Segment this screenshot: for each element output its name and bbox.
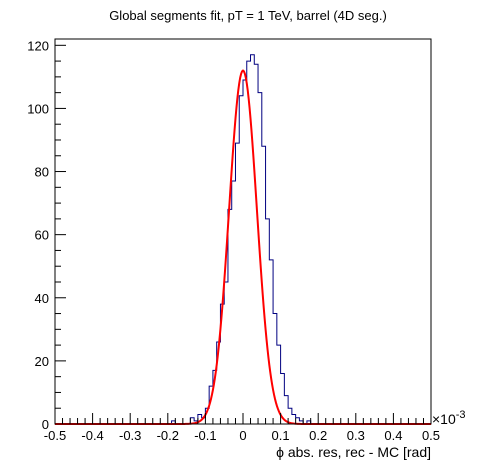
plot-area: -0.5 -0.4 -0.3 -0.2 -0.1 0 0.1 0.2 0.3 0.4 0.5 0 20 4… [27, 38, 440, 443]
histogram-series [55, 54, 431, 425]
y-tick-label: 80 [35, 165, 49, 180]
y-tick-label: 40 [35, 291, 49, 306]
x-tick-label: -0.3 [119, 428, 141, 443]
x-tick-label: -0.1 [194, 428, 216, 443]
x-tick-label: 0 [239, 428, 246, 443]
x-tick-label: 0.3 [347, 428, 365, 443]
y-tick-label: 120 [27, 38, 49, 53]
x-axis-label: ϕ abs. res, rec - MC [rad] [276, 444, 431, 460]
x-tick-label: -0.5 [44, 428, 66, 443]
plot-frame [54, 38, 432, 425]
y-tick-label: 60 [35, 228, 49, 243]
x-tick-label: 0.4 [384, 428, 402, 443]
x-tick-label: -0.4 [81, 428, 103, 443]
x-axis-multiplier: ×10-3 [432, 409, 466, 427]
y-tick-label: 0 [42, 417, 49, 432]
x-tick-label: -0.2 [157, 428, 179, 443]
y-tick-label: 100 [27, 101, 49, 116]
chart-title: Global segments fit, pT = 1 TeV, barrel … [109, 8, 387, 23]
gaussian-fit-series [55, 69, 431, 425]
x-tick-label: 0.1 [272, 428, 290, 443]
x-tick-label: 0.5 [422, 428, 440, 443]
y-tick-label: 20 [35, 354, 49, 369]
x-tick-label: 0.2 [309, 428, 327, 443]
